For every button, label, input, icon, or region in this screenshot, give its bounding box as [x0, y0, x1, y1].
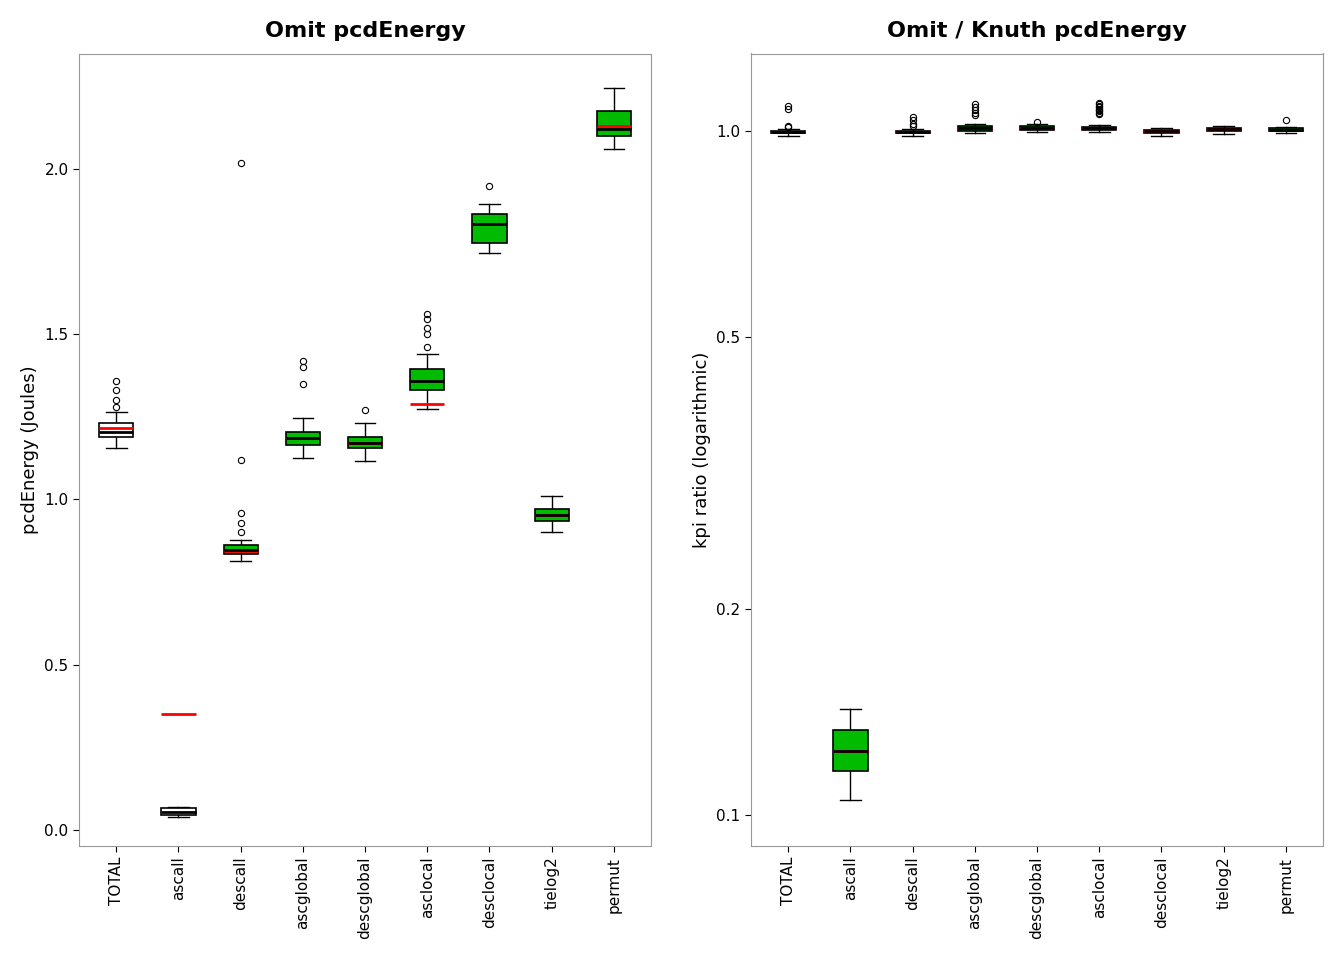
Bar — [161, 808, 196, 815]
Title: Omit pcdEnergy: Omit pcdEnergy — [265, 21, 465, 41]
Bar — [1082, 127, 1117, 130]
Bar — [597, 111, 630, 136]
Bar — [286, 432, 320, 444]
Bar — [99, 423, 133, 437]
Y-axis label: pcdEnergy (Joules): pcdEnergy (Joules) — [22, 366, 39, 534]
Bar — [771, 131, 805, 133]
Bar — [1207, 128, 1241, 131]
Y-axis label: kpi ratio (logarithmic): kpi ratio (logarithmic) — [694, 351, 711, 548]
Bar — [535, 509, 569, 521]
Bar — [958, 126, 992, 131]
Bar — [833, 731, 868, 771]
Bar — [472, 214, 507, 244]
Bar — [1020, 126, 1054, 130]
Bar — [1144, 130, 1179, 132]
Bar — [223, 545, 258, 554]
Bar — [895, 131, 930, 133]
Bar — [1269, 129, 1302, 132]
Title: Omit / Knuth pcdEnergy: Omit / Knuth pcdEnergy — [887, 21, 1187, 41]
Bar — [348, 438, 382, 448]
Bar — [410, 369, 445, 391]
